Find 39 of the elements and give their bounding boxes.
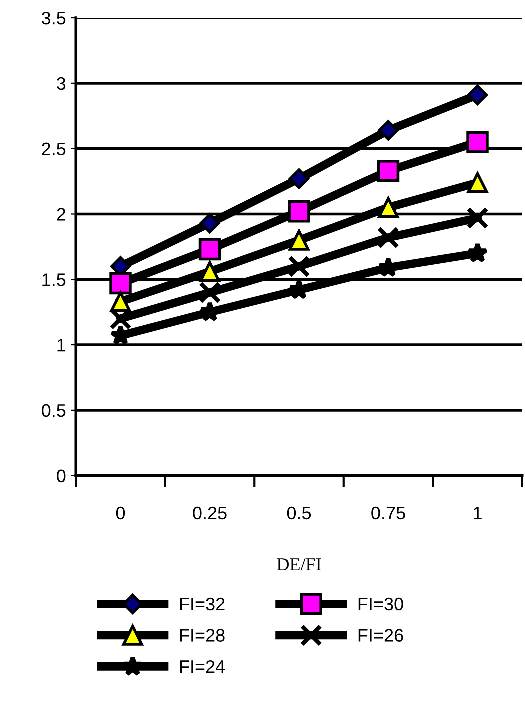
point bbox=[289, 168, 310, 190]
point bbox=[466, 131, 489, 154]
legend-label: FI=28 bbox=[180, 629, 225, 642]
y-tick-label: 0.5 bbox=[42, 404, 66, 418]
point bbox=[198, 238, 222, 261]
y-tick-label: 3.5 bbox=[42, 12, 66, 25]
y-tick-label: 1 bbox=[58, 339, 66, 352]
point bbox=[378, 120, 399, 141]
point bbox=[110, 291, 132, 312]
legend-label: FI=24 bbox=[180, 660, 226, 674]
point bbox=[288, 255, 310, 278]
point bbox=[378, 197, 399, 218]
x-tick-label: 0.5 bbox=[287, 506, 312, 520]
x-tick-label: 1 bbox=[474, 507, 482, 520]
y-tick-label: 3 bbox=[57, 77, 66, 90]
point bbox=[110, 272, 132, 295]
point bbox=[200, 261, 220, 282]
legend-label: FI=32 bbox=[180, 598, 225, 611]
point bbox=[467, 242, 488, 263]
legend-label: FI=30 bbox=[358, 598, 404, 611]
x-tick-label: 0.75 bbox=[372, 506, 406, 520]
point bbox=[200, 213, 220, 234]
point bbox=[198, 282, 222, 304]
point bbox=[377, 226, 400, 249]
point bbox=[468, 84, 488, 106]
x-tick-label: 0 bbox=[116, 506, 126, 520]
point bbox=[467, 172, 488, 194]
point bbox=[377, 160, 400, 182]
y-tick-label: 2 bbox=[57, 208, 66, 221]
y-tick-label: 0 bbox=[57, 470, 66, 483]
y-tick-label: 1.5 bbox=[42, 274, 66, 286]
x-axis-title: DE/FI bbox=[277, 558, 322, 571]
x-tick-label: 0.25 bbox=[193, 506, 227, 520]
point bbox=[288, 230, 310, 251]
legend-label: FI=26 bbox=[358, 629, 404, 642]
y-tick-label: 2.5 bbox=[42, 142, 66, 156]
point bbox=[466, 207, 489, 230]
point bbox=[288, 200, 310, 223]
point bbox=[110, 308, 132, 330]
